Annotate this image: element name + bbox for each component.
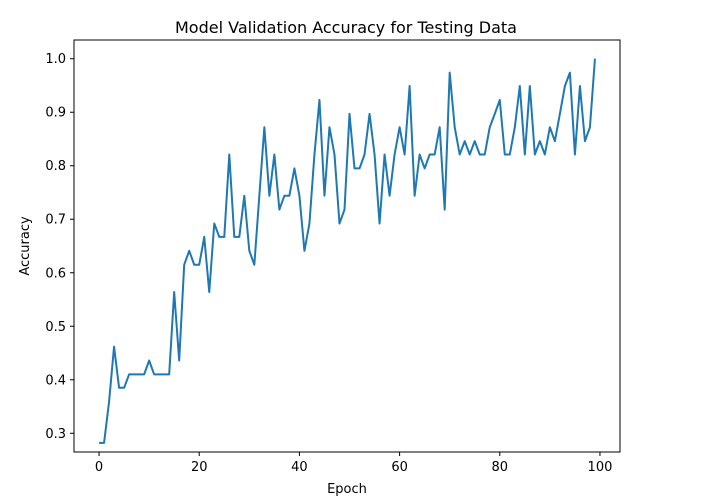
y-axis-label: Accuracy — [18, 216, 33, 276]
x-tick-label: 80 — [492, 460, 509, 475]
chart-title: Model Validation Accuracy for Testing Da… — [175, 18, 517, 37]
x-axis-ticks: 0 20 40 60 80 100 — [95, 452, 612, 475]
y-tick-label: 0.5 — [45, 320, 66, 335]
y-tick-label: 0.9 — [45, 106, 66, 121]
y-tick-label: 0.6 — [45, 266, 66, 281]
accuracy-line — [99, 58, 596, 444]
y-tick-label: 1.0 — [45, 52, 66, 67]
y-tick-label: 0.4 — [45, 373, 66, 388]
y-tick-label: 0.3 — [45, 427, 66, 442]
x-tick-label: 60 — [391, 460, 408, 475]
x-tick-label: 100 — [588, 460, 613, 475]
x-tick-label: 0 — [95, 460, 103, 475]
y-axis-ticks: 0.3 0.4 0.5 0.6 0.7 0.8 0.9 1.0 — [45, 52, 74, 442]
x-tick-label: 40 — [291, 460, 308, 475]
x-tick-label: 20 — [191, 460, 208, 475]
y-tick-label: 0.8 — [45, 159, 66, 174]
x-axis-label: Epoch — [327, 482, 367, 497]
plot-frame — [73, 39, 621, 453]
series-group — [99, 58, 596, 444]
y-tick-label: 0.7 — [45, 213, 66, 228]
